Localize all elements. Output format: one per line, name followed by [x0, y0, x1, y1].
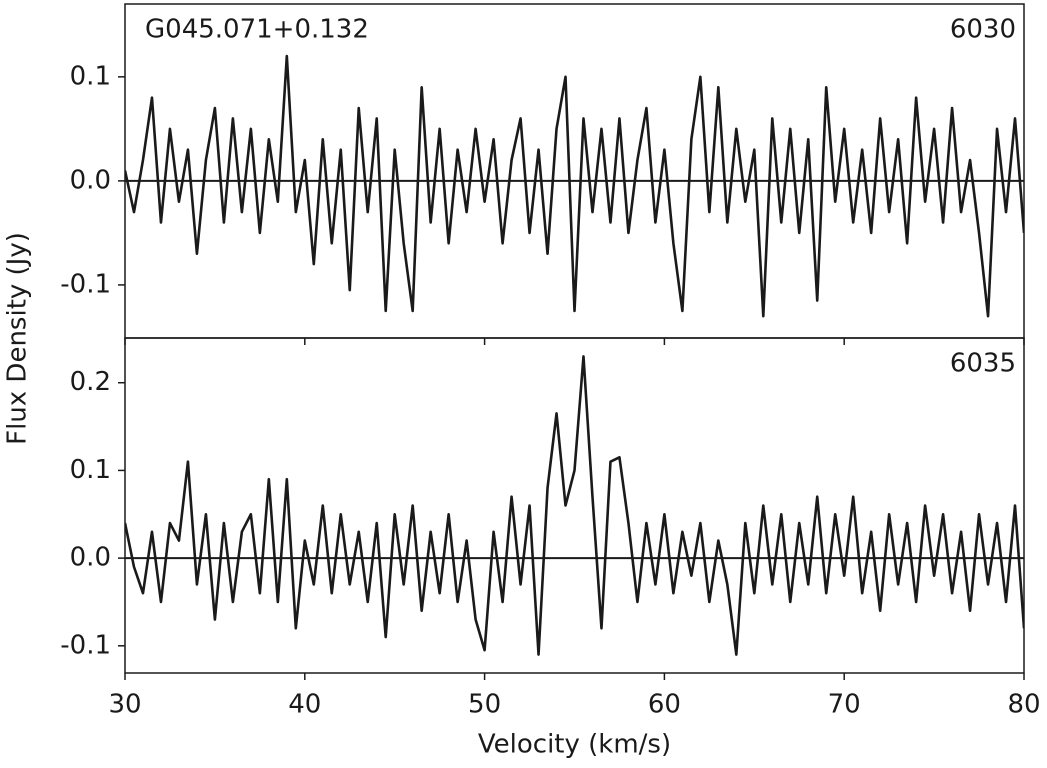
- x-tick-label: 80: [1007, 690, 1040, 720]
- x-tick-label: 70: [828, 690, 861, 720]
- x-tick-label: 30: [108, 690, 141, 720]
- axes-frame: [124, 337, 1025, 674]
- y-tick-label: 0.0: [70, 543, 111, 573]
- y-axis-label: Flux Density (Jy): [3, 232, 33, 445]
- y-tick-label: 0.2: [70, 367, 111, 397]
- y-tick-label: 0.0: [70, 165, 111, 195]
- x-tick-label: 50: [468, 690, 501, 720]
- panel-tag: 6030: [950, 15, 1016, 45]
- spectrum-line: [125, 54, 1024, 318]
- plot-area: [125, 54, 1024, 318]
- panel-tag: 6035: [950, 349, 1016, 379]
- x-tick-label: 60: [648, 690, 681, 720]
- y-tick-label: -0.1: [60, 269, 111, 299]
- x-axis-label: Velocity (km/s): [478, 730, 671, 760]
- x-tick-label: 40: [288, 690, 321, 720]
- y-tick-label: -0.1: [60, 630, 111, 660]
- y-tick-label: 0.1: [70, 455, 111, 485]
- y-tick-label: 0.1: [70, 61, 111, 91]
- plot-area: [125, 355, 1024, 656]
- spectrum-line: [125, 355, 1024, 656]
- panel-label: G045.071+0.132: [145, 15, 369, 45]
